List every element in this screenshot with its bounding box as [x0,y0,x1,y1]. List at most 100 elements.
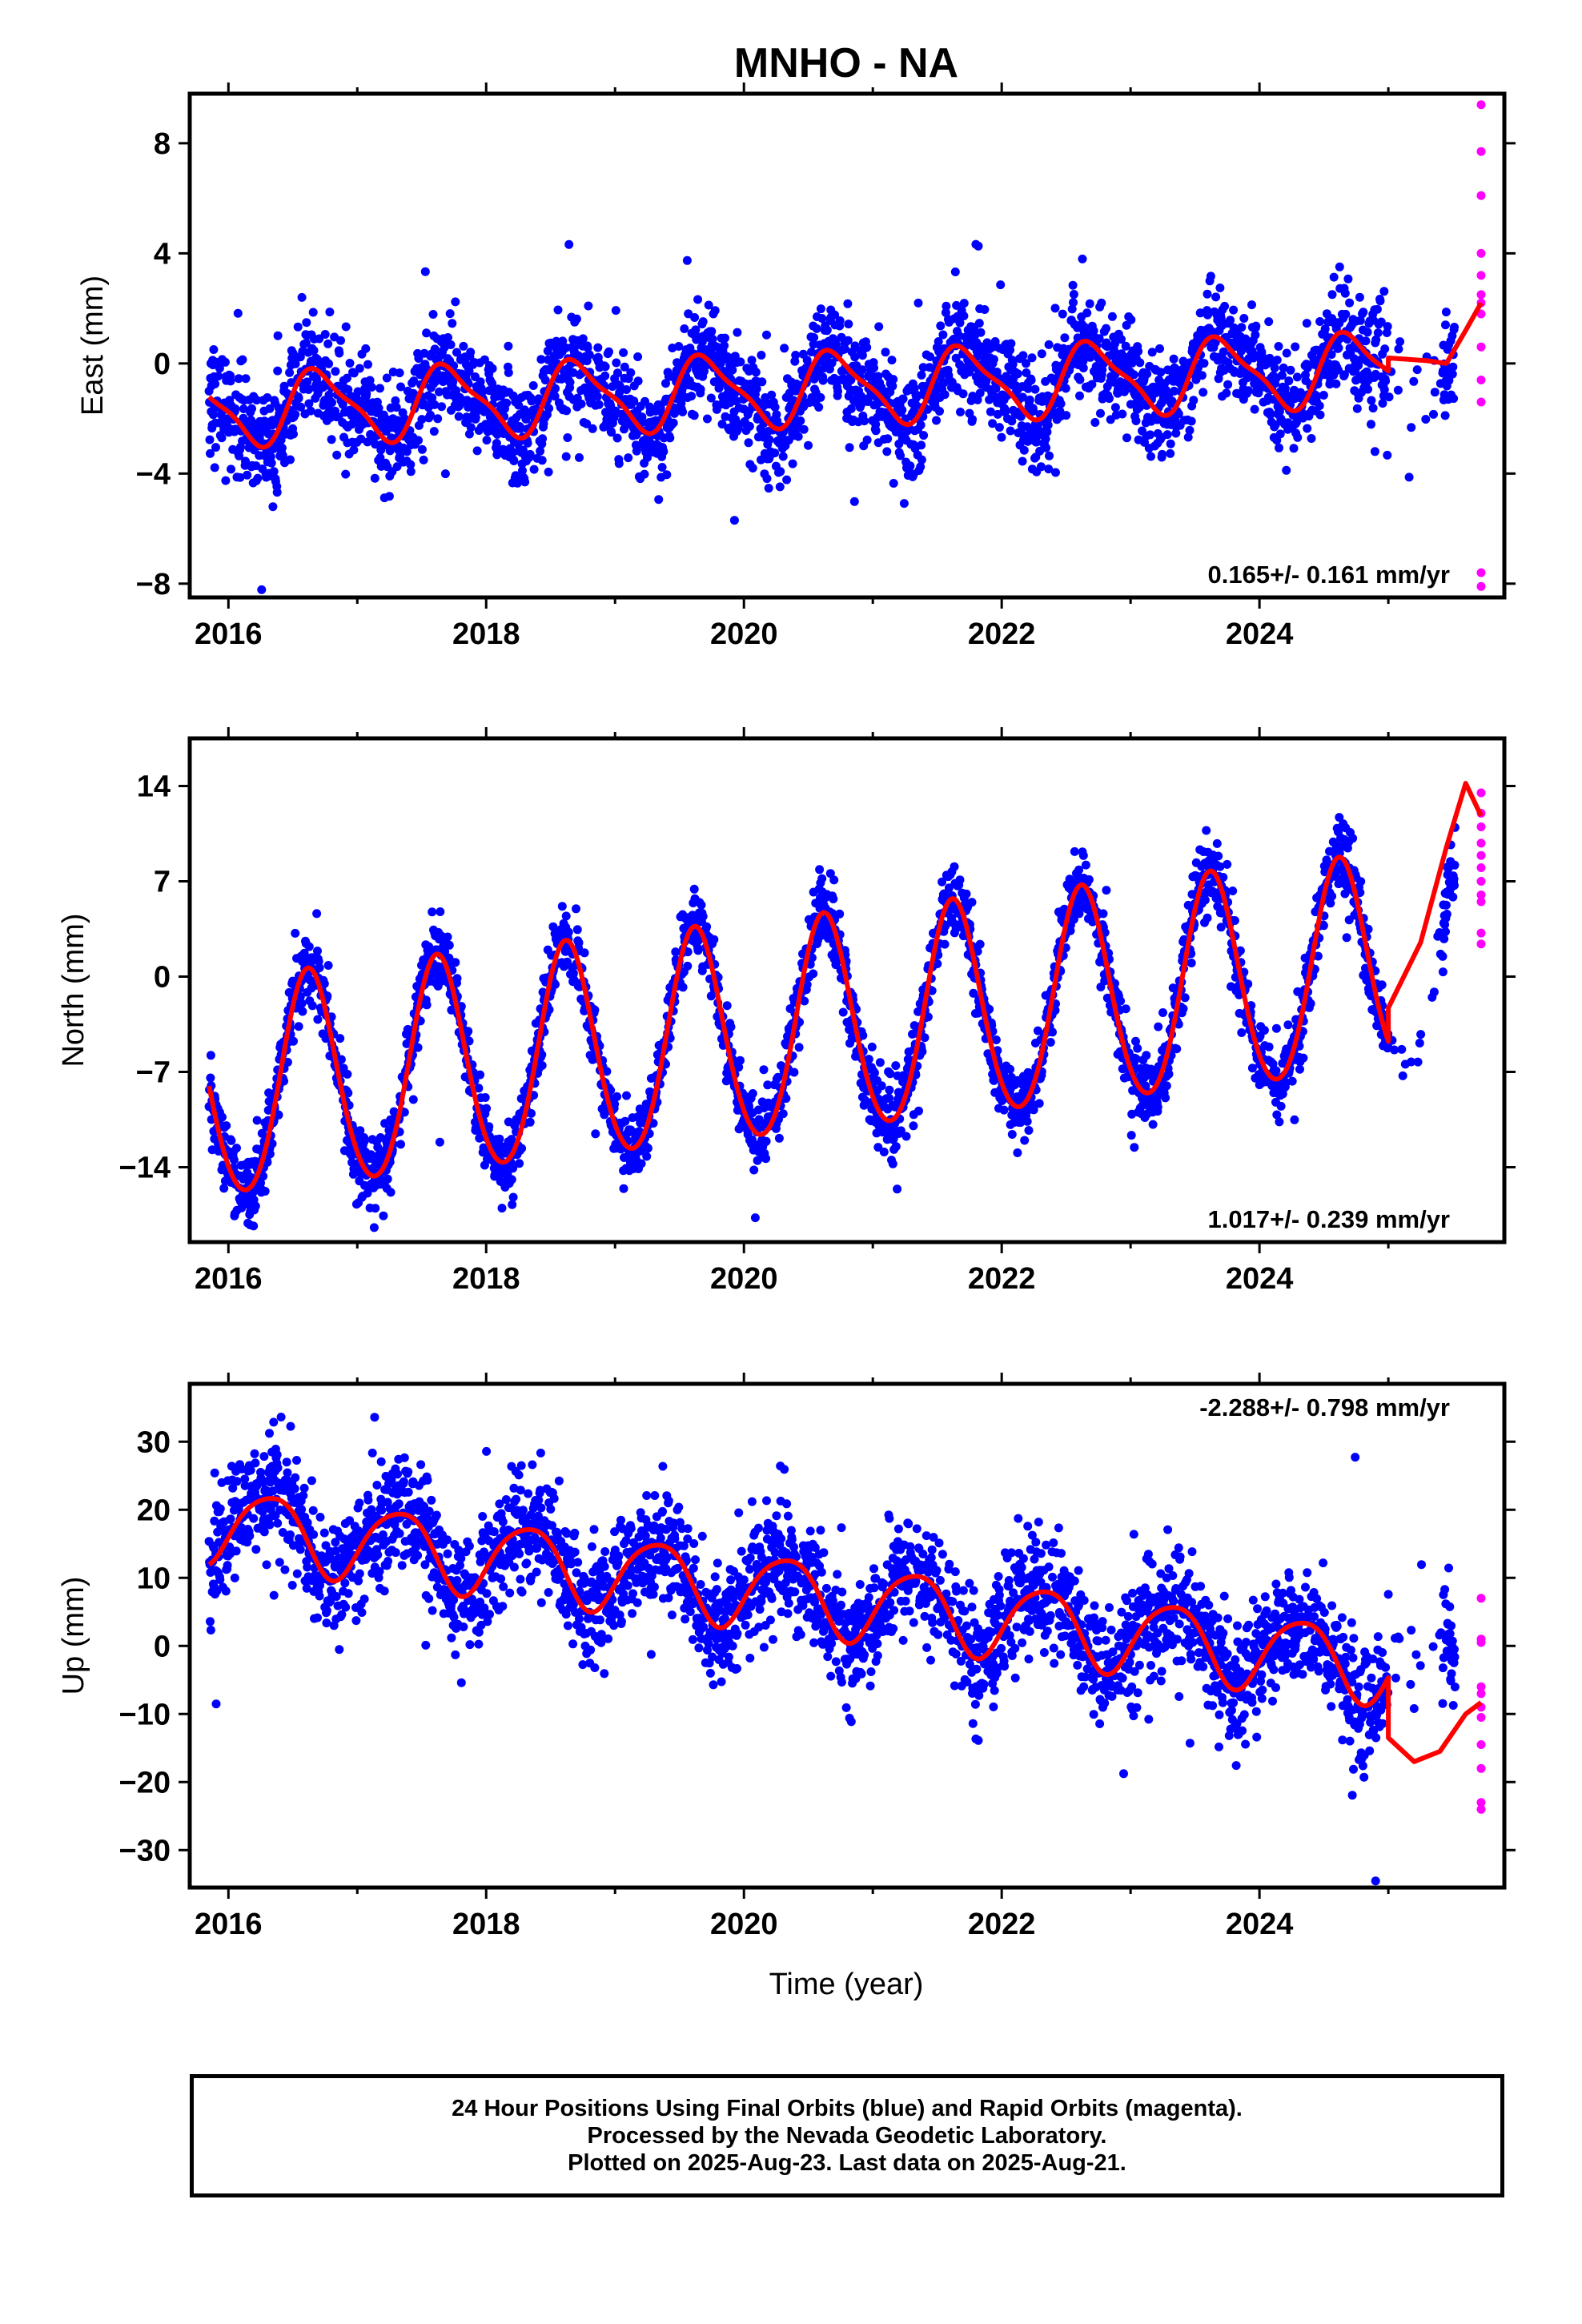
north-final-orbit-point [778,1109,788,1119]
east-final-orbit-point [862,435,872,444]
east-final-orbit-point [1383,450,1392,460]
north-final-orbit-point [557,902,567,911]
east-final-orbit-point [575,452,584,462]
east-final-orbit-point [1102,342,1112,352]
east-final-orbit-point [897,405,907,415]
north-final-orbit-point [1007,1130,1017,1139]
east-final-orbit-point [1319,391,1328,400]
east-final-orbit-point [433,414,443,424]
east-final-orbit-point [466,348,476,357]
east-final-orbit-point [1087,380,1097,389]
east-final-orbit-point [1339,370,1349,380]
east-final-orbit-point [1155,344,1164,353]
east-final-orbit-point [703,414,712,424]
east-final-orbit-point [1183,432,1193,442]
east-final-orbit-point [751,368,761,377]
east-final-orbit-point [1026,376,1036,385]
east-final-orbit-point [1051,468,1060,477]
east-final-orbit-point [626,368,636,377]
east-final-orbit-point [1450,323,1459,332]
east-x-tick-label: 2018 [452,617,520,651]
east-final-orbit-point [1367,420,1375,429]
north-final-orbit-point [759,1065,769,1075]
east-final-orbit-point [1185,425,1195,435]
east-points-layer [204,239,1459,594]
north-final-orbit-point [252,1116,262,1125]
north-final-orbit-point [355,1126,365,1136]
north-final-orbit-point [336,1055,346,1064]
east-final-orbit-point [693,295,703,304]
north-final-orbit-point [1013,1148,1022,1157]
east-final-orbit-point [437,402,447,412]
east-final-orbit-point [1251,330,1260,340]
east-final-orbit-point [1383,322,1392,332]
east-final-orbit-point [263,393,272,402]
east-final-orbit-point [391,396,400,405]
east-final-orbit-point [889,479,898,488]
north-final-orbit-point [750,1213,760,1223]
east-final-orbit-point [1069,290,1078,299]
east-y-axis-label: East (mm) [76,275,110,416]
east-final-orbit-point [1085,299,1094,308]
east-final-orbit-point [335,348,344,358]
north-final-orbit-point [794,1043,804,1052]
east-final-orbit-point [332,450,342,460]
east-final-orbit-point [1440,411,1450,420]
east-final-orbit-point [764,484,773,493]
east-final-orbit-point [553,305,563,315]
east-final-orbit-point [205,435,215,444]
north-final-orbit-point [297,999,307,1008]
east-final-orbit-point [600,371,610,380]
east-final-orbit-point [989,355,998,364]
east-y-tick-label: −8 [136,568,171,601]
north-final-orbit-point [722,1001,732,1011]
east-final-orbit-point [1379,287,1389,296]
east-rapid-orbit-point [1476,290,1486,300]
east-final-orbit-point [1381,376,1391,386]
east-final-orbit-point [1331,379,1341,388]
east-final-orbit-point [843,336,853,345]
east-final-orbit-point [717,420,727,429]
east-final-orbit-point [525,449,535,459]
east-final-orbit-point [1272,356,1282,365]
north-final-orbit-point [817,874,827,883]
east-final-orbit-point [451,297,460,307]
north-final-orbit-point [748,1089,757,1098]
east-final-orbit-point [720,341,729,351]
north-final-orbit-point [371,1204,380,1213]
east-final-orbit-point [1320,324,1330,334]
east-final-orbit-point [1006,426,1015,436]
east-final-orbit-point [796,416,805,425]
north-final-orbit-point [891,1061,901,1071]
east-final-orbit-point [241,374,251,384]
east-final-orbit-point [770,403,780,412]
east-final-orbit-point [633,352,643,361]
north-final-orbit-point [251,1201,260,1211]
east-final-orbit-point [341,322,351,332]
north-final-orbit-point [706,991,716,1001]
north-final-orbit-point [909,1121,918,1131]
east-final-orbit-point [791,351,801,360]
east-final-orbit-point [917,455,926,464]
east-final-orbit-point [968,415,977,424]
north-final-orbit-point [294,1022,303,1031]
north-final-orbit-point [591,1129,600,1139]
east-final-orbit-point [1244,386,1254,396]
east-final-orbit-point [294,393,303,403]
east-final-orbit-point [1199,388,1208,397]
east-final-orbit-point [544,467,553,476]
north-final-orbit-point [343,1088,353,1098]
east-final-orbit-point [1315,401,1324,411]
east-final-orbit-point [1251,321,1261,331]
east-final-orbit-point [392,462,402,472]
east-final-orbit-point [682,255,692,265]
north-final-orbit-point [610,1100,620,1109]
north-final-orbit-point [219,1184,229,1193]
east-final-orbit-point [1340,288,1350,298]
east-final-orbit-point [285,368,295,377]
north-final-orbit-point [508,1200,517,1209]
east-final-orbit-point [936,321,946,331]
east-final-orbit-point [1277,371,1287,380]
east-final-orbit-point [466,423,476,432]
east-final-orbit-point [807,348,816,356]
